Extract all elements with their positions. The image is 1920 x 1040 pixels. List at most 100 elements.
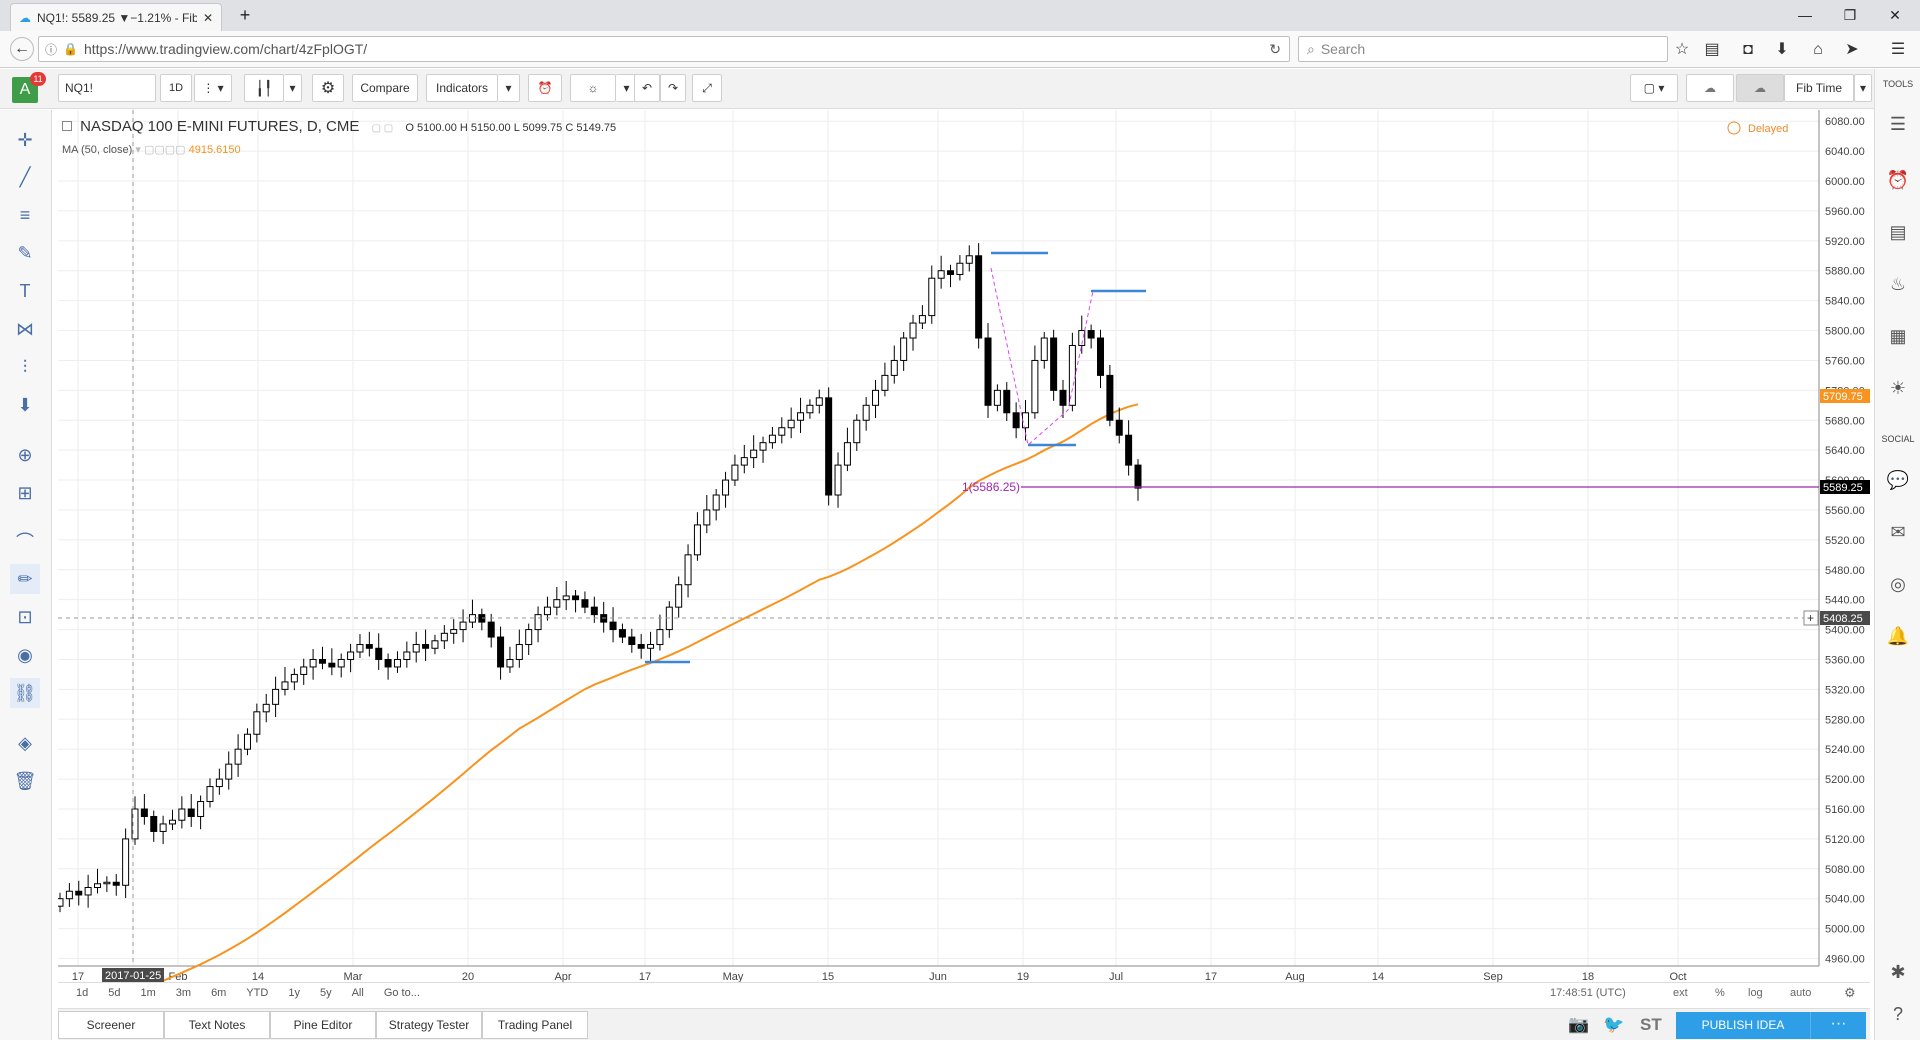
link-icon[interactable]: ⛓ — [10, 678, 40, 708]
bookmark-star-icon[interactable]: ☆ — [1674, 41, 1690, 58]
stay-in-drawing-icon[interactable]: ✏ — [10, 564, 40, 594]
tab-pine-editor[interactable]: Pine Editor — [270, 1011, 376, 1039]
interval-button[interactable]: 1D — [160, 74, 192, 102]
text-tool-icon[interactable]: T — [19, 280, 31, 301]
send-icon[interactable]: ➤ — [1845, 41, 1859, 58]
interval-dropdown[interactable]: ⋮ ▾ — [194, 74, 232, 102]
trash-icon[interactable]: 🗑 — [13, 770, 37, 791]
url-bar[interactable]: ⓘ 🔒 https://www.tradingview.com/chart/4z… — [38, 36, 1290, 62]
hotlist-flame-icon[interactable]: ♨ — [1889, 273, 1907, 294]
back-arrow-icon[interactable]: ← — [10, 37, 34, 61]
new-tab-button[interactable]: + — [239, 5, 251, 25]
auto-scale-toggle[interactable]: auto — [1790, 987, 1812, 999]
tab-trading-panel[interactable]: Trading Panel — [482, 1011, 588, 1039]
camera-icon[interactable]: 📷 — [1568, 1015, 1590, 1034]
crosshair-icon[interactable]: ✛ — [17, 129, 33, 150]
notifications-bell-icon[interactable]: 🔔 — [1886, 625, 1910, 646]
extended-hours-toggle[interactable]: ext — [1673, 987, 1688, 999]
pocket-icon[interactable]: ◘ — [1743, 41, 1753, 58]
menu-icon[interactable]: ☰ — [1890, 41, 1906, 58]
close-tab-icon[interactable]: ✕ — [202, 10, 213, 25]
add-alert-plus-icon[interactable] — [1803, 610, 1819, 626]
chart-style-button[interactable]: ╽╿ — [244, 74, 284, 102]
load-chart-button[interactable]: ☁ — [1686, 74, 1734, 102]
publish-more-button[interactable]: ··· — [1810, 1012, 1866, 1039]
maximize-window-button[interactable]: ❐ — [1843, 7, 1857, 23]
fullscreen-button[interactable]: ⤢ — [692, 74, 722, 102]
download-icon[interactable]: ⬇ — [1775, 41, 1789, 58]
range-button-all[interactable]: All — [351, 987, 364, 999]
range-button-5d[interactable]: 5d — [108, 987, 121, 999]
prediction-icon[interactable]: ⫶ — [22, 356, 28, 377]
save-chart-button[interactable]: ☁ — [1736, 74, 1784, 102]
percent-scale-toggle[interactable]: % — [1715, 987, 1725, 999]
collapse-legend-icon[interactable] — [62, 121, 72, 131]
symbol-search-input[interactable]: NQ1! — [58, 74, 156, 102]
watchlist-icon[interactable]: ☰ — [1889, 113, 1907, 134]
ma-dropdown-icon[interactable]: ▾ ▢▢▢▢ — [135, 144, 186, 156]
tab-text-notes[interactable]: Text Notes — [164, 1011, 270, 1039]
trend-line-icon[interactable]: ╱ — [19, 166, 31, 187]
streams-icon[interactable]: ◎ — [1890, 573, 1906, 594]
ma-label[interactable]: MA (50, close) — [62, 144, 133, 156]
help-icon[interactable]: ? — [1892, 1003, 1903, 1024]
pattern-icon[interactable]: ⋈ — [16, 318, 34, 339]
brush-icon[interactable]: ✎ — [17, 242, 33, 263]
time-axis[interactable]: 17 Feb 14 Mar 20 Apr 17 May 15 Jun 19 Jul 17 Aug 14 Sep… — [72, 971, 1687, 982]
eye-icon[interactable]: ◉ — [17, 644, 33, 665]
log-scale-toggle[interactable]: log — [1748, 987, 1763, 999]
indicators-dropdown[interactable]: ▾ — [498, 74, 520, 102]
range-button-1m[interactable]: 1m — [140, 987, 156, 999]
close-window-button[interactable]: ✕ — [1889, 7, 1901, 23]
range-button-6m[interactable]: 6m — [211, 987, 227, 999]
compare-button[interactable]: Compare — [352, 74, 418, 102]
arrow-down-icon[interactable]: ⬇ — [17, 394, 33, 415]
alarm-clock-icon[interactable]: ⏰ — [1886, 169, 1910, 190]
alert-button[interactable]: ⏰ — [528, 74, 562, 102]
utc-clock[interactable]: 17:48:51 (UTC) — [1550, 987, 1626, 999]
twitter-icon[interactable]: 🐦 — [1603, 1015, 1625, 1034]
chart-style-dropdown[interactable]: ▾ — [284, 74, 302, 102]
private-chat-icon[interactable]: ✉ — [1890, 521, 1906, 542]
chart-settings-gear-icon[interactable]: ⚙ — [1844, 985, 1856, 1000]
data-window-icon[interactable]: ▤ — [1889, 221, 1907, 242]
settings-button[interactable]: ⚙ — [312, 74, 344, 102]
library-icon[interactable]: ▤ — [1704, 41, 1720, 58]
delayed-label[interactable]: Delayed — [1748, 123, 1788, 135]
fib-retracement-icon[interactable]: ≡ — [19, 204, 31, 225]
magnet-icon[interactable]: ⌒ — [16, 532, 34, 552]
price-axis[interactable]: 6080.00 6040.00 6000.00 5960.00 5920.00 5880.… — [1825, 116, 1865, 965]
price-chart[interactable]: 6080.00 6040.00 6000.00 5960.00 5920.00 5880.… — [58, 110, 1874, 982]
redo-button[interactable]: ↷ — [660, 74, 686, 102]
layers-icon[interactable]: ◈ — [18, 732, 32, 753]
range-button-goto[interactable]: Go to... — [383, 987, 420, 999]
undo-button[interactable]: ↶ — [634, 74, 660, 102]
layout-name-button[interactable]: Fib Time — [1784, 74, 1854, 102]
browser-tab[interactable]: ☁ NQ1!: 5589.25 ▼−1.21% - Fib ✕ — [10, 3, 222, 31]
indicators-button[interactable]: Indicators — [426, 74, 498, 102]
range-button-3m[interactable]: 3m — [175, 987, 192, 999]
reload-icon[interactable]: ↻ — [1269, 40, 1281, 57]
range-button-ytd[interactable]: YTD — [246, 987, 269, 999]
range-button-1y[interactable]: 1y — [288, 987, 300, 999]
home-icon[interactable]: ⌂ — [1813, 41, 1823, 58]
zoom-in-icon[interactable]: ⊕ — [17, 444, 33, 465]
layout-dropdown[interactable]: ▾ — [1854, 74, 1872, 102]
range-button-1d[interactable]: 1d — [76, 987, 89, 999]
measure-icon[interactable]: ⊞ — [17, 482, 33, 503]
tab-strategy-tester[interactable]: Strategy Tester — [376, 1011, 482, 1039]
ideas-button[interactable]: ☼ — [570, 74, 616, 102]
delayed-info-icon[interactable] — [1727, 121, 1741, 135]
layout-button[interactable]: ▢ ▾ — [1630, 74, 1678, 102]
bug-report-icon[interactable]: ✱ — [1890, 961, 1906, 982]
lock-drawings-icon[interactable]: ⊡ — [17, 606, 33, 627]
chat-icon[interactable]: 💬 — [1886, 469, 1910, 490]
calendar-icon[interactable]: ▦ — [1889, 325, 1907, 346]
stocktwits-icon[interactable]: ST — [1640, 1015, 1662, 1034]
info-icon[interactable]: ⓘ — [45, 42, 58, 57]
publish-idea-button[interactable]: PUBLISH IDEA — [1676, 1012, 1810, 1039]
minimize-window-button[interactable]: — — [1798, 7, 1812, 23]
abc-pattern-lines[interactable] — [990, 267, 1094, 446]
browser-search-input[interactable]: ⌕ Search — [1298, 36, 1668, 62]
legend-tool-icons[interactable]: ▢ ▢ — [371, 123, 394, 134]
